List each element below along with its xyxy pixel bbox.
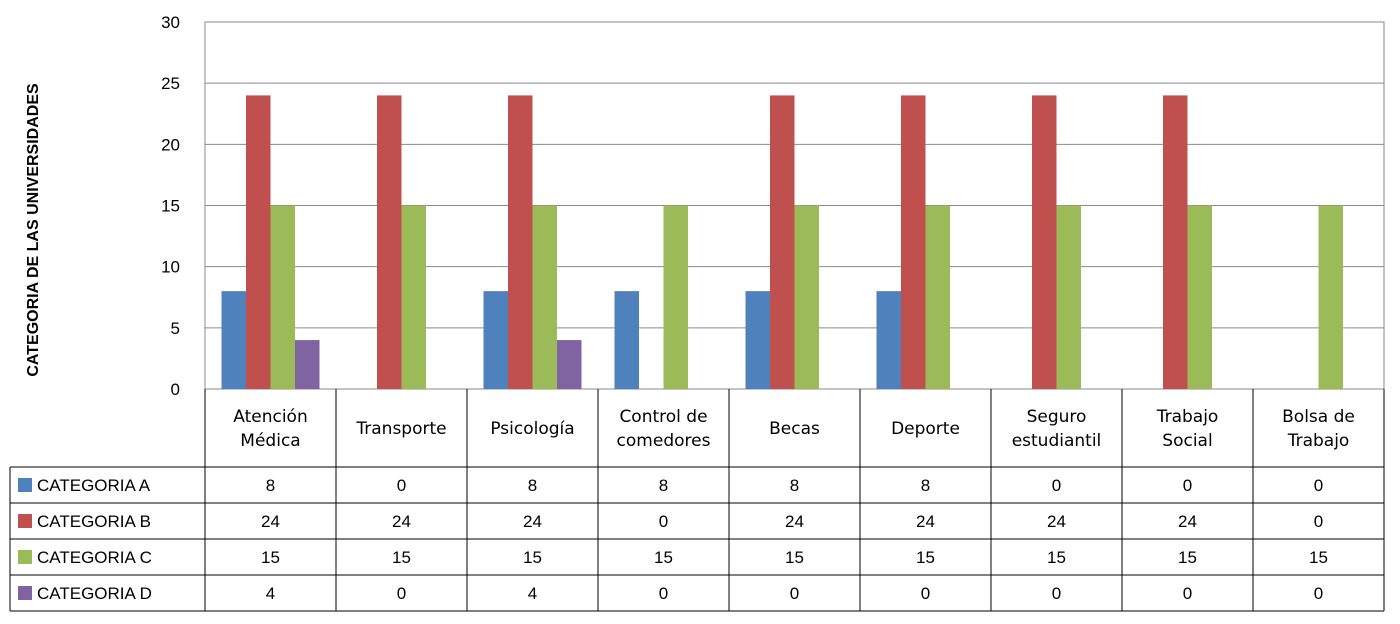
y-tick-label: 20: [161, 135, 180, 154]
x-category-label: Trabajo: [1156, 407, 1219, 427]
x-category-label: Psicología: [490, 419, 574, 439]
data-label: 0: [1314, 476, 1323, 495]
bar-categoria-b: [901, 95, 926, 390]
x-category-label: Control de: [619, 407, 707, 427]
y-tick-label: 5: [171, 319, 180, 338]
data-label: 0: [397, 584, 406, 603]
x-category-label: Social: [1162, 431, 1212, 451]
data-label: 15: [785, 548, 804, 567]
bar-categoria-a: [745, 291, 770, 389]
legend-label: CATEGORIA D: [37, 584, 152, 603]
bar-categoria-d: [557, 340, 582, 389]
data-label: 15: [523, 548, 542, 567]
data-label: 24: [1178, 512, 1197, 531]
bar-categoria-b: [770, 95, 795, 390]
data-label: 24: [785, 512, 804, 531]
y-tick-label: 0: [171, 380, 180, 399]
x-category-label: Atención: [233, 407, 307, 427]
data-label: 15: [1047, 548, 1066, 567]
data-label: 0: [659, 512, 668, 531]
bar-categoria-b: [1163, 95, 1188, 390]
bar-categoria-c: [1318, 205, 1343, 389]
x-category-label: Deporte: [891, 419, 960, 439]
data-label: 15: [392, 548, 411, 567]
bar-categoria-c: [794, 205, 819, 389]
data-label: 0: [1052, 476, 1061, 495]
legend-label: CATEGORIA A: [37, 476, 151, 495]
data-label: 0: [1183, 584, 1192, 603]
data-label: 0: [790, 584, 799, 603]
data-label: 0: [659, 584, 668, 603]
data-label: 0: [1052, 584, 1061, 603]
x-category-label: Trabajo: [1287, 431, 1350, 451]
legend-key: [18, 514, 32, 528]
data-label: 24: [1047, 512, 1066, 531]
legend-key: [18, 550, 32, 564]
data-label: 15: [1178, 548, 1197, 567]
data-label: 4: [266, 584, 275, 603]
x-category-label: estudiantil: [1012, 431, 1102, 451]
bar-categoria-c: [663, 205, 688, 389]
data-label: 15: [261, 548, 280, 567]
data-label: 4: [528, 584, 537, 603]
bar-categoria-b: [246, 95, 271, 390]
x-category-label: Becas: [769, 419, 820, 439]
legend-key: [18, 586, 32, 600]
data-label: 24: [392, 512, 411, 531]
data-label: 8: [528, 476, 537, 495]
bar-categoria-b: [377, 95, 402, 390]
data-label: 24: [916, 512, 935, 531]
data-label: 15: [916, 548, 935, 567]
y-tick-label: 25: [161, 74, 180, 93]
legend-label: CATEGORIA C: [37, 548, 152, 567]
bar-categoria-a: [483, 291, 508, 389]
y-tick-label: 30: [161, 13, 180, 32]
x-category-label: Bolsa de: [1282, 407, 1355, 427]
legend-label: CATEGORIA B: [37, 512, 151, 531]
y-axis-label: CATEGORIA DE LAS UNIVERSIDADES: [25, 83, 42, 377]
y-tick-label: 15: [161, 197, 180, 216]
data-label: 24: [261, 512, 280, 531]
bar-categoria-c: [1056, 205, 1081, 389]
data-label: 8: [790, 476, 799, 495]
data-label: 8: [659, 476, 668, 495]
bar-categoria-c: [532, 205, 557, 389]
bar-categoria-d: [295, 340, 320, 389]
bar-categoria-a: [614, 291, 639, 389]
x-category-label: Seguro: [1027, 407, 1087, 427]
data-label: 0: [1183, 476, 1192, 495]
data-label: 8: [921, 476, 930, 495]
legend-key: [18, 478, 32, 492]
data-label: 8: [266, 476, 275, 495]
data-label: 0: [397, 476, 406, 495]
y-tick-label: 10: [161, 258, 180, 277]
bar-categoria-c: [925, 205, 950, 389]
bar-categoria-c: [270, 205, 295, 389]
bar-categoria-a: [876, 291, 901, 389]
bar-categoria-b: [1032, 95, 1057, 390]
x-category-label: comedores: [617, 431, 711, 451]
data-label: 15: [654, 548, 673, 567]
bar-categoria-c: [401, 205, 426, 389]
data-label: 0: [1314, 512, 1323, 531]
x-category-label: Transporte: [355, 419, 446, 439]
bar-categoria-c: [1187, 205, 1212, 389]
data-label: 24: [523, 512, 542, 531]
data-label: 0: [921, 584, 930, 603]
data-label: 0: [1314, 584, 1323, 603]
x-category-label: Médica: [240, 431, 300, 451]
data-label: 15: [1309, 548, 1328, 567]
bar-categoria-b: [508, 95, 533, 390]
bar-categoria-a: [221, 291, 246, 389]
